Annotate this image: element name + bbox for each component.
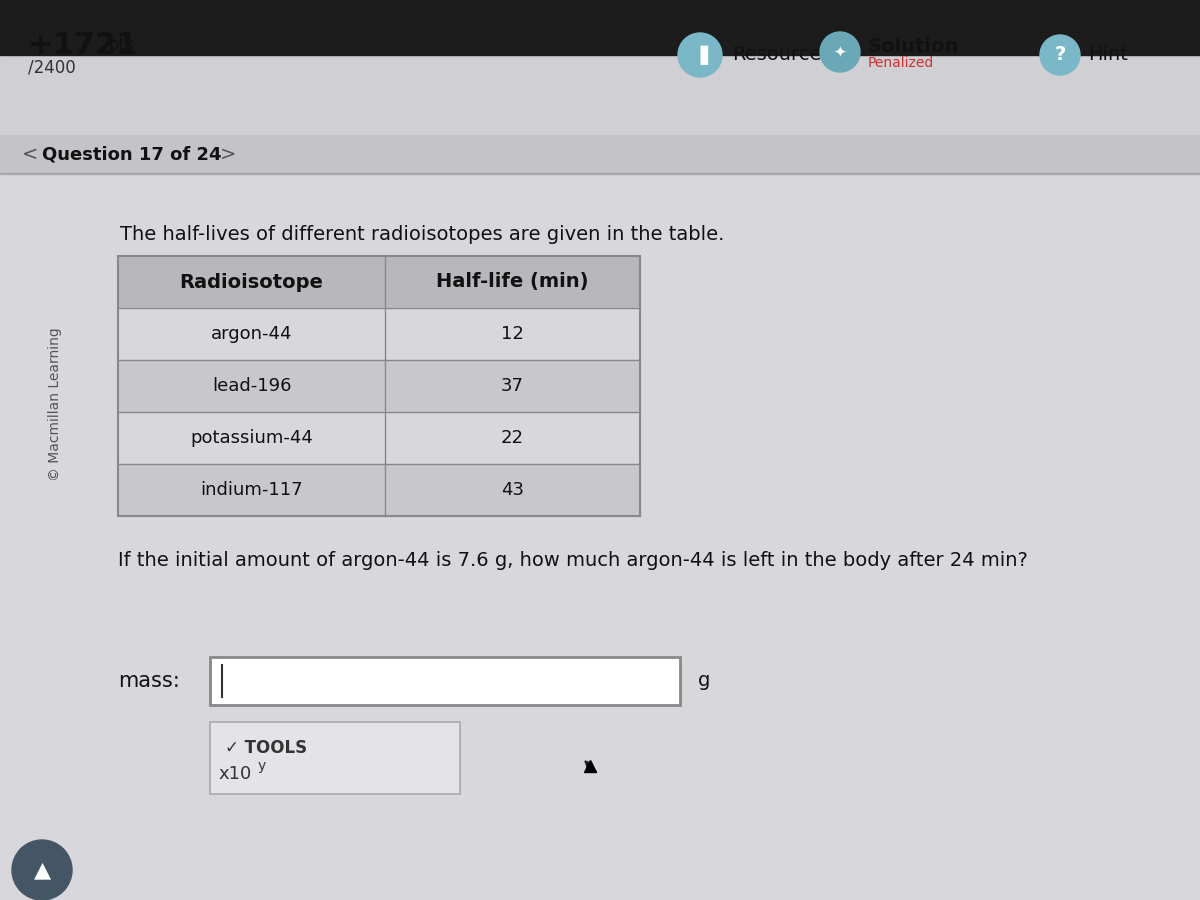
Bar [118,360,640,412]
Text: y: y [258,759,266,773]
Text: >: > [220,145,236,164]
Text: © Macmillan Learning: © Macmillan Learning [48,327,62,481]
Text: 37: 37 [502,377,524,395]
Text: x10: x10 [218,765,251,783]
Text: ✓ TOOLS: ✓ TOOLS [226,739,307,757]
Circle shape [820,32,860,72]
Circle shape [1040,35,1080,75]
Text: <: < [22,145,38,164]
Text: lead-196: lead-196 [211,377,292,395]
Text: If the initial amount of argon-44 is 7.6 g, how much argon-44 is left in the bod: If the initial amount of argon-44 is 7.6… [118,552,1028,571]
Text: indium-117: indium-117 [200,481,302,499]
Bar [118,464,640,516]
Bar [210,657,680,705]
Bar [210,722,460,794]
Bar [0,135,1200,173]
Bar [0,55,1200,135]
Text: g: g [698,671,710,690]
Text: pts: pts [108,36,133,54]
Text: Radioisotope: Radioisotope [180,273,324,292]
Circle shape [678,33,722,77]
Text: mass:: mass: [118,671,180,691]
Text: 12: 12 [502,325,524,343]
Text: ▐: ▐ [692,45,708,65]
Text: ?: ? [1055,46,1066,65]
Bar [118,412,640,464]
Text: potassium-44: potassium-44 [190,429,313,447]
Text: ▲: ▲ [34,860,50,880]
Text: Half-life (min): Half-life (min) [437,273,589,292]
Bar [0,0,1200,55]
Circle shape [12,840,72,900]
Text: 22: 22 [502,429,524,447]
Text: The half-lives of different radioisotopes are given in the table.: The half-lives of different radioisotope… [120,224,725,244]
Bar [118,308,640,360]
Text: argon-44: argon-44 [211,325,293,343]
Text: Solution: Solution [868,38,959,57]
Text: ✦: ✦ [834,44,846,59]
Bar [118,256,640,308]
Bar [118,256,640,516]
Text: Resources: Resources [732,46,832,65]
Text: Hint: Hint [1088,46,1128,65]
Text: /2400: /2400 [28,58,76,76]
Text: Question 17 of 24: Question 17 of 24 [42,145,222,163]
Bar [0,173,1200,174]
Text: +1721: +1721 [28,31,138,59]
Text: 43: 43 [502,481,524,499]
Text: Penalized: Penalized [868,56,935,70]
